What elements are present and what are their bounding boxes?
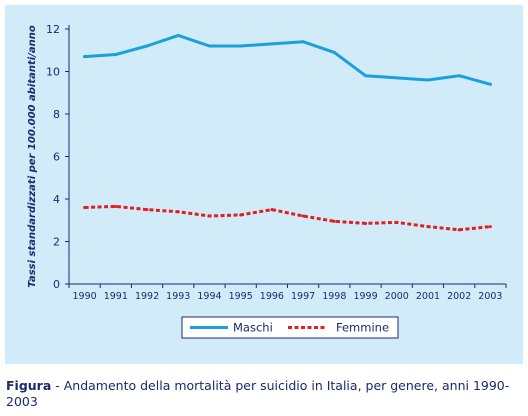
data-point-femmine xyxy=(145,208,149,212)
x-tick-label: 2003 xyxy=(478,291,502,302)
x-tick-label: 1996 xyxy=(260,291,284,302)
x-tick-label: 1994 xyxy=(197,291,221,302)
data-point-maschi xyxy=(332,50,336,54)
data-point-maschi xyxy=(114,53,118,56)
x-tick-label: 1998 xyxy=(322,291,346,302)
x-tick-label: 1990 xyxy=(73,291,97,302)
x-tick-label: 1995 xyxy=(229,291,253,302)
data-point-maschi xyxy=(145,44,149,48)
x-tick-label: 2001 xyxy=(416,291,440,302)
y-tick-label: 12 xyxy=(46,23,60,36)
data-point-femmine xyxy=(457,228,461,232)
y-tick-label: 10 xyxy=(46,66,60,79)
data-point-maschi xyxy=(207,44,211,48)
x-tick-label: 1991 xyxy=(104,291,128,302)
x-tick-label: 1993 xyxy=(166,291,190,302)
data-point-femmine xyxy=(239,213,243,217)
data-point-femmine xyxy=(83,206,87,209)
x-tick-label: 1997 xyxy=(291,291,315,302)
series-line-femmine xyxy=(84,204,491,232)
figure-caption: Figura - Andamento della mortalità per s… xyxy=(6,378,524,410)
legend: Maschi Femmine xyxy=(181,316,399,339)
data-point-maschi xyxy=(457,74,461,78)
data-point-femmine xyxy=(426,225,430,229)
data-point-maschi xyxy=(83,55,87,59)
series-layer xyxy=(83,33,492,232)
data-point-femmine xyxy=(488,225,492,229)
series-line-maschi xyxy=(83,33,492,86)
y-axis-title: Tassi standardizzati per 100.000 abitant… xyxy=(27,25,38,288)
line-chart: 0 2 4 6 8 10 12 1990 1991 1992 1993 1994 1995 1996 199… xyxy=(27,23,507,339)
data-point-femmine xyxy=(364,221,368,225)
data-point-femmine xyxy=(395,220,399,224)
y-tick-label: 0 xyxy=(53,278,60,291)
data-point-maschi xyxy=(270,42,274,46)
axes: 0 2 4 6 8 10 12 1990 1991 1992 1993 1994 1995 1996 199… xyxy=(27,23,507,302)
x-tick-label: 2000 xyxy=(385,291,409,302)
data-point-maschi xyxy=(176,33,180,37)
caption-label: Figura xyxy=(6,378,52,393)
plot-panel: 0 2 4 6 8 10 12 1990 1991 1992 1993 1994 1995 1996 199… xyxy=(5,5,523,364)
data-point-femmine xyxy=(207,214,211,218)
data-point-maschi xyxy=(364,74,368,78)
y-tick-label: 4 xyxy=(53,193,60,206)
data-point-femmine xyxy=(270,208,274,212)
legend-label-maschi: Maschi xyxy=(233,321,273,335)
x-tick-label: 1999 xyxy=(353,291,377,302)
caption-text: - Andamento della mortalità per suicidio… xyxy=(6,378,510,409)
data-point-femmine xyxy=(176,210,180,214)
data-point-femmine xyxy=(332,219,336,223)
data-point-maschi xyxy=(301,40,305,44)
data-point-maschi xyxy=(488,82,492,86)
legend-label-femmine: Femmine xyxy=(336,321,389,335)
data-point-femmine xyxy=(301,214,305,218)
x-tick-label: 2002 xyxy=(447,291,471,302)
y-tick-label: 6 xyxy=(53,151,60,164)
data-point-maschi xyxy=(395,76,399,80)
y-tick-label: 2 xyxy=(53,236,60,249)
x-tick-label: 1992 xyxy=(135,291,159,302)
data-point-femmine xyxy=(114,204,118,208)
data-point-maschi xyxy=(426,78,430,82)
data-point-maschi xyxy=(239,44,243,48)
y-tick-label: 8 xyxy=(53,108,60,121)
